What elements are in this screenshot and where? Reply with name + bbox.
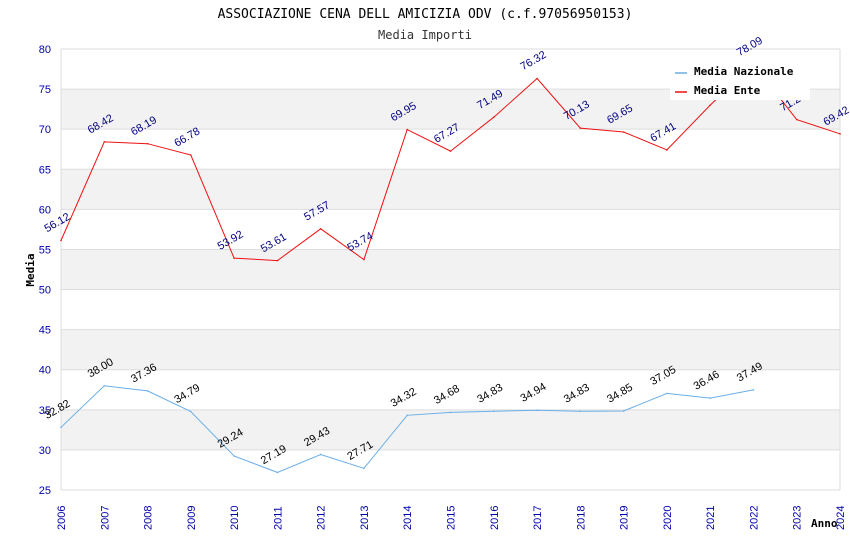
y-tick-label: 40 bbox=[39, 365, 51, 377]
data-point-nazionale bbox=[103, 384, 106, 387]
x-tick-label: 2012 bbox=[316, 506, 328, 530]
y-tick-label: 70 bbox=[39, 124, 51, 136]
x-tick-label: 2013 bbox=[359, 506, 371, 530]
data-point-nazionale bbox=[146, 390, 149, 392]
x-tick-label: 2019 bbox=[619, 506, 631, 530]
grid-band bbox=[61, 449, 840, 490]
series-lines bbox=[60, 63, 841, 474]
legend-label-nazionale: Media Nazionale bbox=[694, 65, 794, 78]
grid-band bbox=[61, 209, 840, 250]
grid-band bbox=[61, 409, 840, 450]
grid-band bbox=[61, 329, 840, 370]
x-tick-label: 2020 bbox=[662, 506, 674, 530]
x-tick-label: 2014 bbox=[402, 506, 414, 530]
x-tick-label: 2015 bbox=[446, 506, 458, 530]
grid-band bbox=[61, 289, 840, 330]
legend-label-ente: Media Ente bbox=[694, 84, 761, 97]
data-point-ente bbox=[319, 228, 322, 230]
data-point-ente bbox=[276, 259, 279, 262]
data-point-nazionale bbox=[449, 411, 452, 414]
data-point-ente bbox=[795, 118, 798, 121]
data-point-nazionale bbox=[622, 410, 625, 412]
data-point-nazionale bbox=[363, 467, 365, 470]
data-point-nazionale bbox=[492, 410, 495, 412]
x-tick-label: 2017 bbox=[532, 506, 544, 530]
data-point-ente bbox=[60, 239, 62, 242]
x-tick-label: 2022 bbox=[748, 506, 760, 530]
data-point-ente bbox=[363, 258, 365, 261]
data-point-ente bbox=[622, 131, 625, 133]
data-point-nazionale bbox=[666, 392, 668, 395]
data-point-ente bbox=[709, 104, 711, 106]
data-point-ente bbox=[492, 116, 495, 119]
x-tick-label: 2008 bbox=[143, 506, 155, 530]
y-tick-label: 25 bbox=[39, 485, 51, 497]
legend-background bbox=[670, 60, 810, 100]
y-tick-label: 45 bbox=[39, 325, 51, 337]
grid-band bbox=[61, 129, 840, 170]
data-point-nazionale bbox=[233, 455, 235, 457]
x-tick-label: 2009 bbox=[186, 506, 198, 530]
y-tick-label: 30 bbox=[39, 445, 51, 457]
data-point-nazionale bbox=[190, 410, 192, 413]
legend: Media Nazionale Media Ente bbox=[670, 60, 810, 100]
x-tick-label: 2024 bbox=[835, 506, 847, 530]
y-tick-label: 80 bbox=[39, 44, 51, 56]
x-axis-label: Anno bbox=[811, 517, 838, 530]
data-point-nazionale bbox=[709, 397, 711, 399]
y-tick-label: 60 bbox=[39, 204, 51, 216]
data-point-nazionale bbox=[276, 471, 279, 474]
y-tick-label: 75 bbox=[39, 84, 51, 96]
x-tick-label: 2011 bbox=[272, 506, 284, 530]
data-point-ente bbox=[233, 257, 235, 259]
grid-band bbox=[61, 169, 840, 210]
x-tick-label: 2006 bbox=[56, 506, 68, 530]
y-axis-ticks: 25 30 35 40 45 50 55 60 65 70 75 80 bbox=[39, 44, 51, 497]
data-point-ente bbox=[190, 154, 192, 156]
x-tick-label: 2010 bbox=[229, 506, 241, 530]
data-point-ente bbox=[536, 77, 538, 80]
data-point-ente bbox=[666, 149, 668, 151]
data-point-nazionale bbox=[319, 453, 322, 456]
grid-bands bbox=[61, 49, 840, 490]
data-point-nazionale bbox=[752, 389, 755, 391]
chart-subtitle: Media Importi bbox=[378, 28, 472, 42]
y-tick-label: 55 bbox=[39, 244, 51, 256]
x-tick-label: 2023 bbox=[792, 506, 804, 530]
data-point-ente bbox=[839, 133, 841, 135]
data-point-ente bbox=[449, 150, 452, 152]
x-axis-ticks: 2006 2007 2008 2009 2010 2011 2012 2013 2014 2015… bbox=[56, 506, 847, 530]
grid-band bbox=[61, 369, 840, 410]
y-tick-label: 65 bbox=[39, 164, 51, 176]
data-point-ente bbox=[579, 127, 582, 129]
x-tick-label: 2016 bbox=[489, 506, 501, 530]
y-tick-label: 50 bbox=[39, 285, 51, 297]
x-tick-label: 2007 bbox=[99, 506, 111, 530]
data-point-nazionale bbox=[60, 426, 62, 429]
data-point-ente bbox=[406, 128, 409, 131]
y-tick-label: 35 bbox=[39, 405, 51, 417]
y-axis-label: Media bbox=[24, 253, 37, 286]
data-point-nazionale bbox=[579, 410, 582, 412]
x-tick-label: 2018 bbox=[575, 506, 587, 530]
chart-title: ASSOCIAZIONE CENA DELL AMICIZIA ODV (c.f… bbox=[218, 7, 633, 22]
data-point-ente bbox=[103, 141, 106, 143]
x-tick-label: 2021 bbox=[705, 506, 717, 530]
data-point-nazionale bbox=[406, 414, 409, 417]
data-point-ente bbox=[146, 142, 149, 145]
data-point-nazionale bbox=[536, 409, 538, 412]
grid-band bbox=[61, 249, 840, 290]
